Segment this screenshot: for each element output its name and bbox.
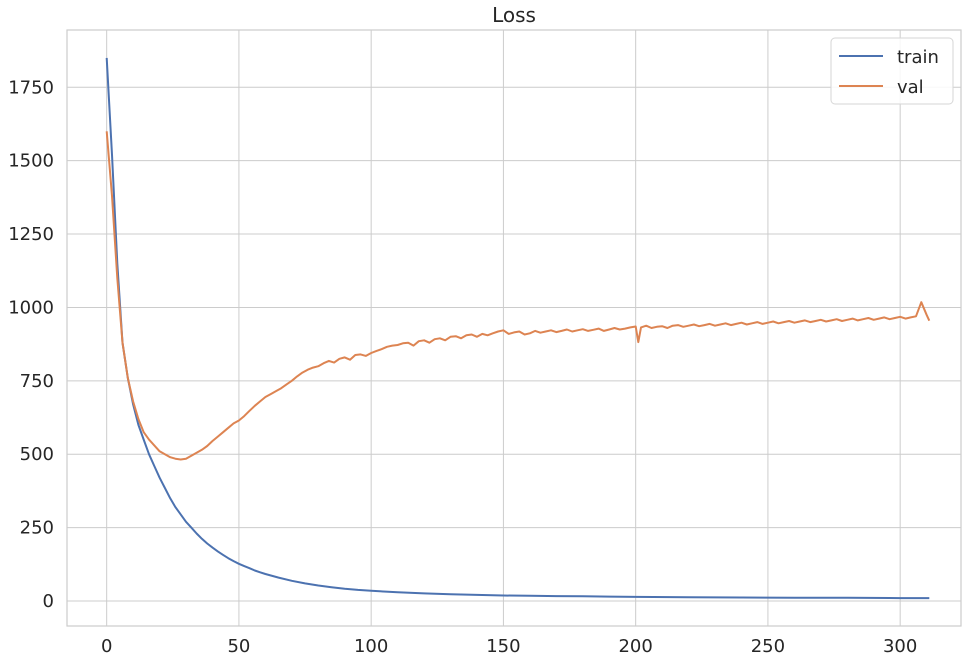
y-tick-label: 500 [20,444,54,465]
series-layer [105,57,931,600]
y-tick-label: 0 [43,591,54,612]
series-line-train [105,57,930,600]
x-tick-label: 0 [101,636,112,657]
legend: train val [830,37,954,105]
x-tick-label: 300 [883,636,917,657]
x-tick-label: 100 [354,636,388,657]
y-tick-label: 1000 [8,297,54,318]
x-tick-label: 50 [227,636,250,657]
legend-label-val: val [897,77,924,98]
y-tick-label: 1500 [8,151,54,172]
y-tick-label: 1250 [8,224,54,245]
tick-layer: 0 50 100 150 200 250 300 0 250 500 750 1000 1250 1500… [8,77,917,657]
x-tick-label: 200 [618,636,652,657]
legend-label-train: train [897,47,939,68]
x-tick-label: 150 [486,636,520,657]
x-tick-label: 250 [751,636,785,657]
y-tick-label: 250 [20,518,54,539]
plot-frame [66,29,962,627]
y-tick-label: 750 [20,371,54,392]
y-tick-label: 1750 [8,77,54,98]
legend-box [830,37,954,105]
chart-title: Loss [492,3,536,27]
series-line-val [105,131,931,461]
